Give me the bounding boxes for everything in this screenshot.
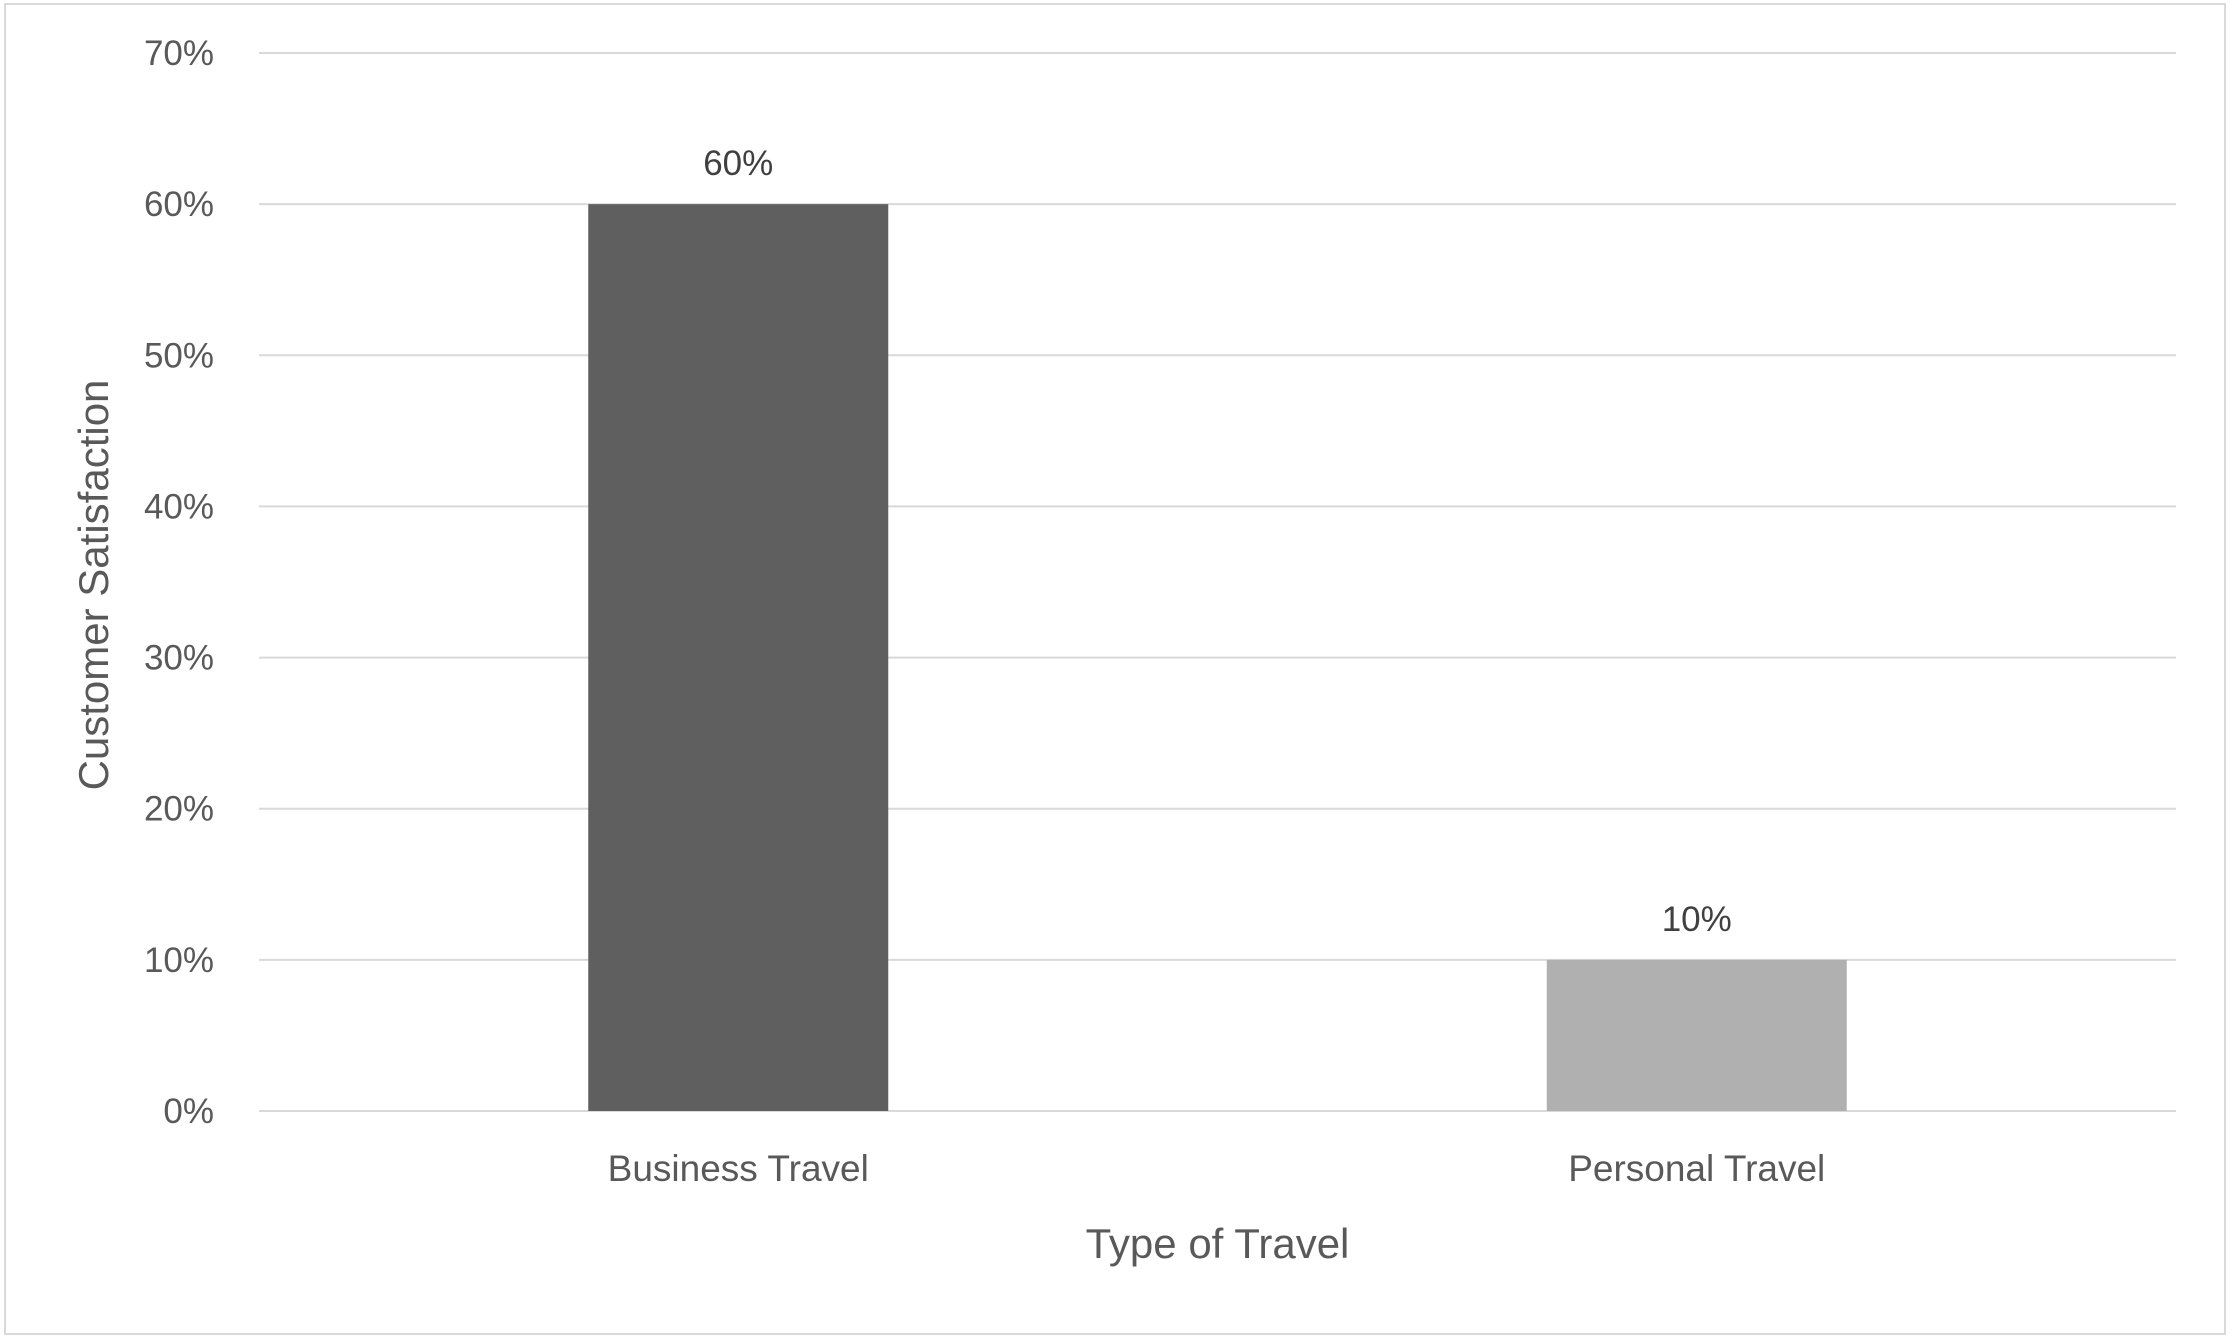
chart-frame [4, 3, 2226, 1335]
x-category-label: Business Travel [608, 1148, 869, 1189]
y-tick-label: 0% [163, 1092, 214, 1131]
bar-business-travel [588, 204, 889, 1112]
y-tick-label: 70% [144, 34, 214, 73]
y-tick-label: 30% [144, 639, 214, 678]
data-label: 60% [703, 144, 773, 183]
y-tick-label: 60% [144, 185, 214, 224]
y-tick-label: 50% [144, 336, 214, 375]
y-axis-title: Customer Satisfaction [70, 380, 117, 791]
y-tick-label: 40% [144, 487, 214, 526]
x-axis-title: Type of Travel [1086, 1220, 1350, 1267]
labels: 0% 10% 20% 30% 40% 50% 60% 70% 60% Business Trave… [144, 34, 1825, 1189]
bar-personal-travel [1546, 959, 1847, 1111]
y-tick-label: 20% [144, 790, 214, 829]
gridlines [259, 52, 2176, 1112]
bars [588, 204, 1847, 1112]
y-tick-label: 10% [144, 941, 214, 980]
data-label: 10% [1662, 900, 1732, 939]
x-category-label: Personal Travel [1568, 1148, 1825, 1189]
